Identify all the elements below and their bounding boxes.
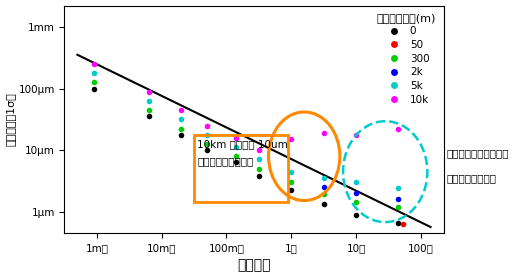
Point [394, 205, 402, 209]
Point [287, 188, 296, 192]
Point [319, 176, 328, 180]
Point [145, 114, 153, 118]
Point [90, 71, 98, 75]
Text: 温度ゆらぎの影響: 温度ゆらぎの影響 [447, 173, 497, 183]
Point [145, 90, 153, 94]
Point [352, 133, 360, 137]
Point [319, 131, 328, 135]
Point [145, 108, 153, 112]
Point [394, 186, 402, 190]
Point [255, 174, 263, 178]
Point [90, 86, 98, 91]
Point [352, 200, 360, 205]
Point [232, 136, 241, 140]
Point [319, 192, 328, 197]
Point [255, 157, 263, 162]
Y-axis label: 計測精度（1σ）: 計測精度（1σ） [6, 93, 15, 146]
Point [232, 145, 241, 149]
Point [352, 180, 360, 184]
Point [352, 212, 360, 217]
Point [287, 169, 296, 174]
Point [203, 142, 211, 146]
Point [394, 220, 402, 225]
Point [232, 160, 241, 165]
Point [352, 191, 360, 195]
Point [232, 154, 241, 158]
Point [255, 166, 263, 171]
Point [90, 80, 98, 85]
Point [319, 185, 328, 189]
Point [177, 133, 185, 137]
Point [287, 137, 296, 141]
Point [255, 148, 263, 152]
X-axis label: 計測時間: 計測時間 [237, 259, 271, 272]
Text: テスト光ファイバ長の: テスト光ファイバ長の [447, 148, 509, 158]
Point [287, 180, 296, 184]
Point [394, 126, 402, 131]
Point [399, 222, 407, 226]
Point [177, 108, 185, 112]
Point [145, 99, 153, 103]
Point [203, 133, 211, 137]
Point [203, 123, 211, 128]
Point [319, 202, 328, 207]
Text: 10km の長さを 10um
の高精度計測を達成: 10km の長さを 10um の高精度計測を達成 [197, 140, 288, 166]
Point [203, 148, 211, 152]
Point [177, 126, 185, 131]
Legend: 0, 50, 300, 2k, 5k, 10k: 0, 50, 300, 2k, 5k, 10k [375, 11, 438, 107]
Point [177, 117, 185, 121]
Point [90, 62, 98, 66]
Point [394, 197, 402, 202]
